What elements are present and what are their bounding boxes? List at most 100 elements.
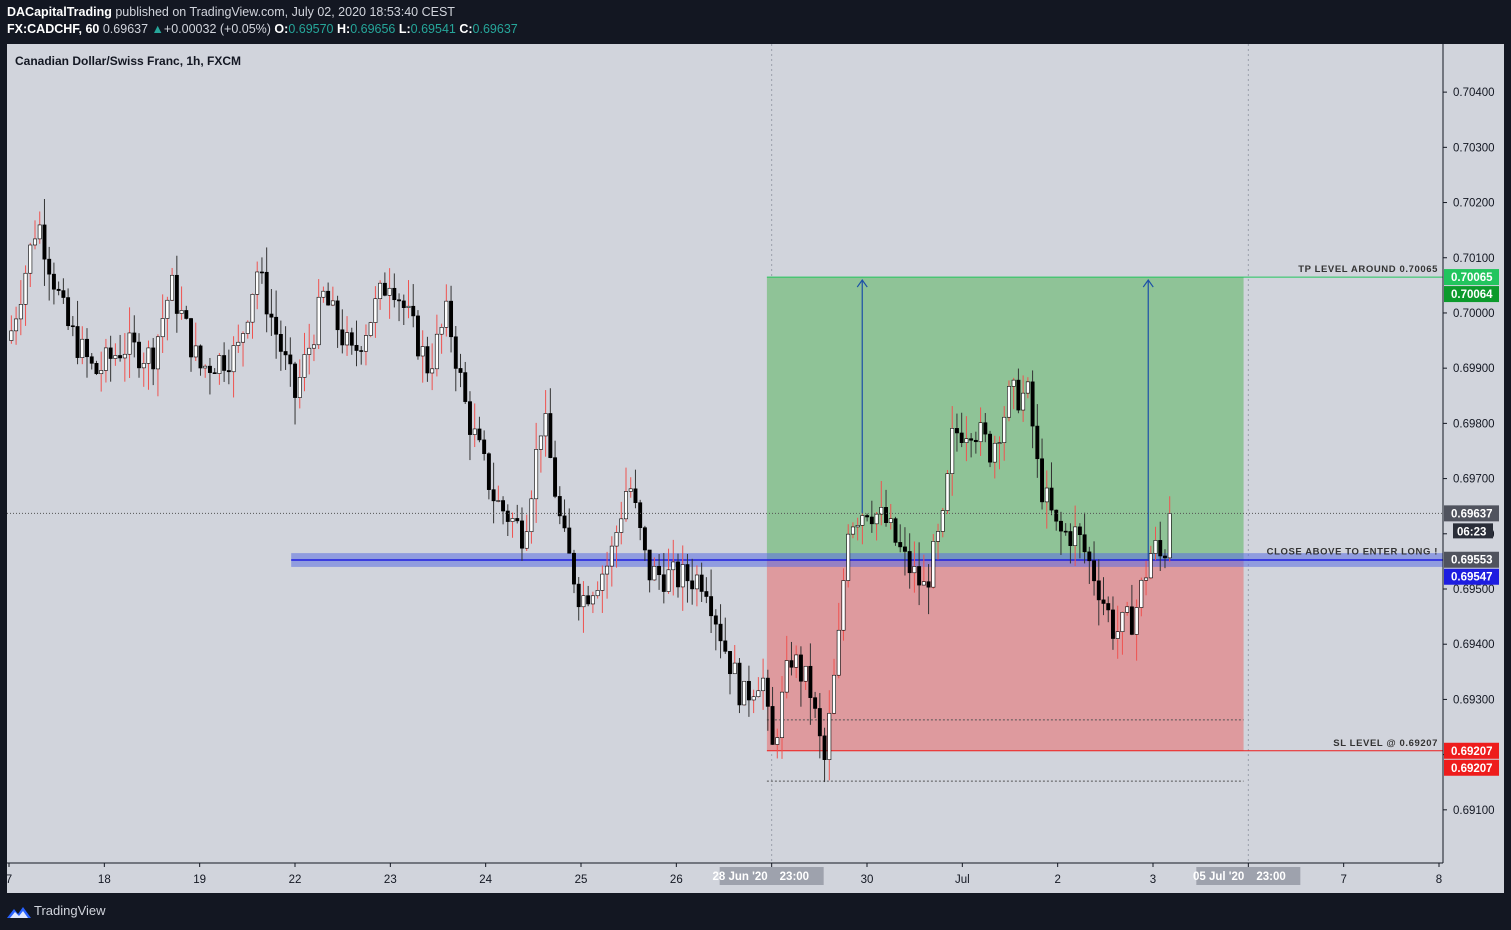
candle-body (633, 488, 638, 503)
candle-body (638, 502, 643, 528)
candle-body (155, 336, 160, 370)
candle-body (784, 660, 789, 693)
high-value: 0.69656 (350, 22, 396, 36)
candle-body (515, 518, 520, 522)
x-tick-label: 24 (479, 874, 492, 886)
candle-body (278, 334, 283, 352)
candle-body (1144, 577, 1149, 581)
tradingview-logo-icon (7, 907, 31, 918)
candle-body (146, 347, 151, 364)
candle-body (1120, 612, 1125, 633)
y-tick-label: 0.69700 (1453, 474, 1495, 486)
candle-body (1082, 534, 1087, 553)
candle-body (676, 561, 680, 588)
candle-body (37, 224, 42, 240)
candle-body (907, 551, 912, 574)
candle-body (321, 290, 326, 298)
candle-body (567, 527, 572, 554)
candle-body (307, 347, 312, 355)
y-tick-label: 0.70200 (1453, 198, 1495, 210)
open-label: O: (274, 22, 289, 36)
candle-body (122, 353, 127, 359)
brand-name[interactable]: TradingView (34, 903, 106, 918)
candle-body (827, 712, 832, 760)
candle-body (302, 354, 307, 378)
candle-body (61, 290, 66, 298)
candle-body (1106, 603, 1111, 611)
candle-body (477, 428, 482, 441)
price-tag-label: 0.69547 (1451, 572, 1493, 584)
candle-body (217, 355, 222, 374)
candle-body (486, 453, 491, 490)
y-tick-label: 0.70000 (1453, 308, 1495, 320)
x-tick-label: 3 (1150, 874, 1156, 886)
candle-body (127, 332, 132, 355)
candle-body (860, 515, 865, 526)
last-price: 0.69637 (102, 22, 149, 36)
candle-body (893, 518, 898, 543)
y-tick-label: 0.69300 (1453, 694, 1495, 706)
y-tick-label: 0.70100 (1453, 253, 1495, 265)
candle-body (978, 422, 983, 443)
candle-body (241, 333, 245, 343)
candle-body (647, 549, 652, 581)
candle-body (482, 439, 487, 454)
annotation-label: SL LEVEL @ 0.69207 (1333, 738, 1438, 749)
candle-body (652, 565, 657, 581)
candle-body (1073, 526, 1078, 547)
annotation-label: TP LEVEL AROUND 0.70065 (1298, 264, 1438, 275)
candle-body (619, 518, 624, 533)
y-tick-label: 0.69400 (1453, 639, 1495, 651)
candle-body (798, 654, 803, 682)
price-tag-label: 0.69553 (1451, 555, 1493, 567)
candle-body (382, 282, 387, 296)
price-tag-bg (1444, 551, 1499, 568)
candle-body (449, 300, 454, 338)
price-tag-bg (1444, 759, 1499, 776)
candle-body (959, 432, 964, 443)
candle-body (685, 564, 690, 582)
candle-body (231, 345, 236, 373)
candle-body (1163, 555, 1167, 559)
candle-body (520, 520, 524, 549)
date-badge-time: 23:00 (780, 871, 809, 883)
candle-body (387, 287, 392, 296)
candle-body (761, 677, 766, 692)
candle-body (1148, 553, 1153, 579)
y-tick-label: 0.69500 (1453, 584, 1495, 596)
candle-body (865, 515, 870, 518)
candle-body (600, 573, 605, 591)
author-name[interactable]: DACapitalTrading (7, 5, 112, 19)
candle-body (936, 531, 940, 542)
low-value: 0.69541 (410, 22, 456, 36)
x-tick-label: 22 (289, 874, 302, 886)
candle-body (832, 674, 836, 714)
candle-body (99, 370, 104, 375)
chart-area[interactable]: TP LEVEL AROUND 0.70065 CLOSE ABOVE TO EN… (7, 44, 1504, 893)
price-tag-label: 0.69207 (1451, 763, 1493, 775)
price-chart[interactable]: TP LEVEL AROUND 0.70065 CLOSE ABOVE TO EN… (7, 44, 1504, 893)
date-badge-bg (719, 867, 824, 885)
candle-body (813, 697, 818, 709)
candle-body (954, 428, 959, 434)
candle-body (1111, 609, 1115, 639)
candle-body (694, 574, 699, 590)
candle-body (103, 347, 108, 371)
symbol-label[interactable]: FX:CADCHF, 60 (7, 22, 100, 36)
y-tick-label: 0.69100 (1453, 805, 1495, 817)
candle-body (723, 640, 728, 652)
countdown-label: 06:23 (1457, 526, 1486, 538)
price-tag-bg (1444, 505, 1499, 522)
candle-body (1016, 379, 1021, 411)
chart-title: Canadian Dollar/Swiss Franc, 1h, FXCM (15, 54, 241, 68)
candle-body (713, 615, 718, 625)
high-label: H: (336, 22, 351, 36)
candle-body (775, 737, 780, 745)
candle-body (614, 532, 619, 547)
candle-body (595, 590, 600, 597)
candle-body (1035, 425, 1040, 460)
candle-body (1125, 606, 1130, 613)
candle-body (70, 325, 75, 328)
candle-body (1158, 540, 1163, 557)
candle-body (326, 290, 331, 306)
